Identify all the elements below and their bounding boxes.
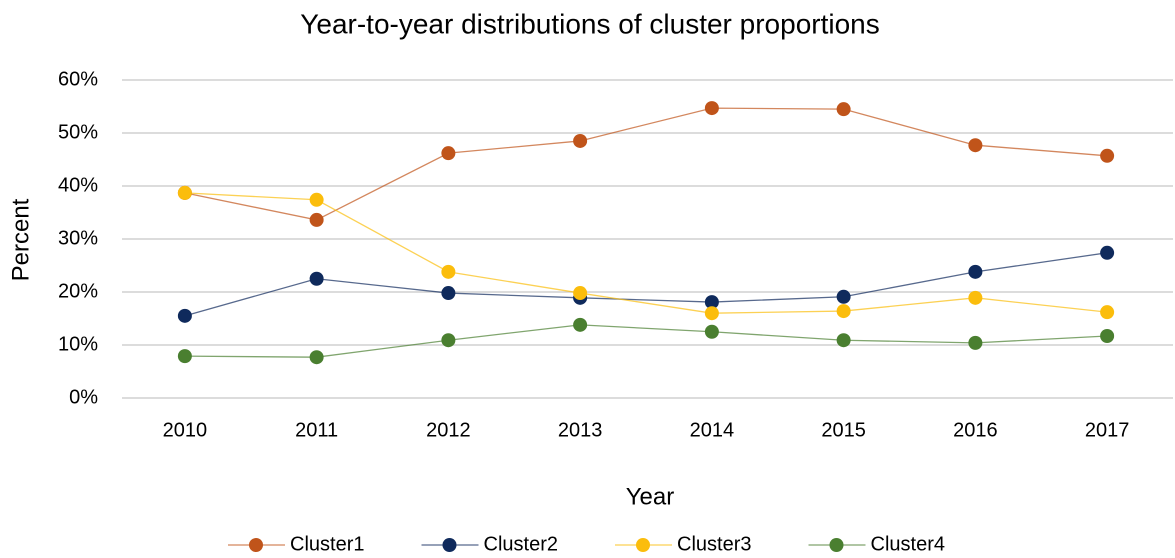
data-point bbox=[573, 286, 588, 301]
x-tick-label: 2013 bbox=[558, 419, 603, 441]
chart-title: Year-to-year distributions of cluster pr… bbox=[300, 8, 879, 39]
x-tick-label: 2016 bbox=[953, 419, 998, 441]
data-point bbox=[836, 304, 851, 319]
y-tick-label: 60% bbox=[58, 68, 98, 90]
data-point bbox=[573, 133, 588, 148]
series-line bbox=[184, 252, 1108, 317]
data-point bbox=[441, 146, 456, 161]
legend-label: Cluster4 bbox=[871, 533, 945, 555]
data-point bbox=[309, 192, 324, 207]
legend-label: Cluster3 bbox=[677, 533, 751, 555]
series-line bbox=[184, 324, 1108, 358]
data-point bbox=[704, 324, 719, 339]
data-point bbox=[704, 101, 719, 116]
data-point bbox=[441, 286, 456, 301]
data-point bbox=[177, 349, 192, 364]
x-tick-label: 2017 bbox=[1085, 419, 1130, 441]
x-tick-label: 2010 bbox=[163, 419, 208, 441]
legend-marker bbox=[442, 538, 457, 552]
y-tick-label: 50% bbox=[58, 121, 98, 143]
y-tick-label: 40% bbox=[58, 174, 98, 196]
y-tick-label: 30% bbox=[58, 227, 98, 249]
data-point bbox=[1100, 148, 1115, 163]
data-point bbox=[836, 289, 851, 304]
legend-marker bbox=[636, 538, 650, 552]
data-point bbox=[573, 317, 588, 332]
legend-marker bbox=[249, 538, 263, 552]
legend-marker bbox=[829, 538, 844, 552]
data-point bbox=[177, 308, 192, 323]
data-point bbox=[1100, 305, 1115, 320]
series-line bbox=[184, 192, 1108, 314]
data-point bbox=[441, 333, 456, 348]
y-tick-label: 10% bbox=[58, 333, 98, 355]
data-point bbox=[968, 138, 983, 153]
y-axis-label: Percent bbox=[7, 198, 34, 281]
data-point bbox=[1100, 328, 1115, 343]
data-point bbox=[968, 264, 983, 279]
data-point bbox=[968, 290, 983, 305]
data-point bbox=[836, 102, 851, 117]
x-axis-label: Year bbox=[626, 483, 675, 510]
data-point bbox=[1100, 245, 1115, 260]
x-tick-label: 2012 bbox=[426, 419, 471, 441]
data-point bbox=[968, 335, 983, 350]
x-tick-label: 2011 bbox=[295, 419, 338, 441]
data-point bbox=[836, 333, 851, 348]
data-point bbox=[309, 350, 324, 365]
legend-label: Cluster2 bbox=[484, 533, 558, 555]
data-point bbox=[309, 271, 324, 286]
series-line bbox=[184, 107, 1108, 221]
x-tick-label: 2014 bbox=[690, 419, 735, 441]
data-point bbox=[441, 264, 456, 279]
y-tick-label: 0% bbox=[69, 386, 98, 408]
data-point bbox=[177, 185, 192, 200]
data-point bbox=[704, 295, 719, 310]
x-tick-label: 2015 bbox=[821, 419, 866, 441]
data-point bbox=[704, 306, 719, 321]
legend-label: Cluster1 bbox=[290, 533, 364, 555]
y-tick-label: 20% bbox=[58, 280, 98, 302]
data-point bbox=[309, 212, 324, 227]
